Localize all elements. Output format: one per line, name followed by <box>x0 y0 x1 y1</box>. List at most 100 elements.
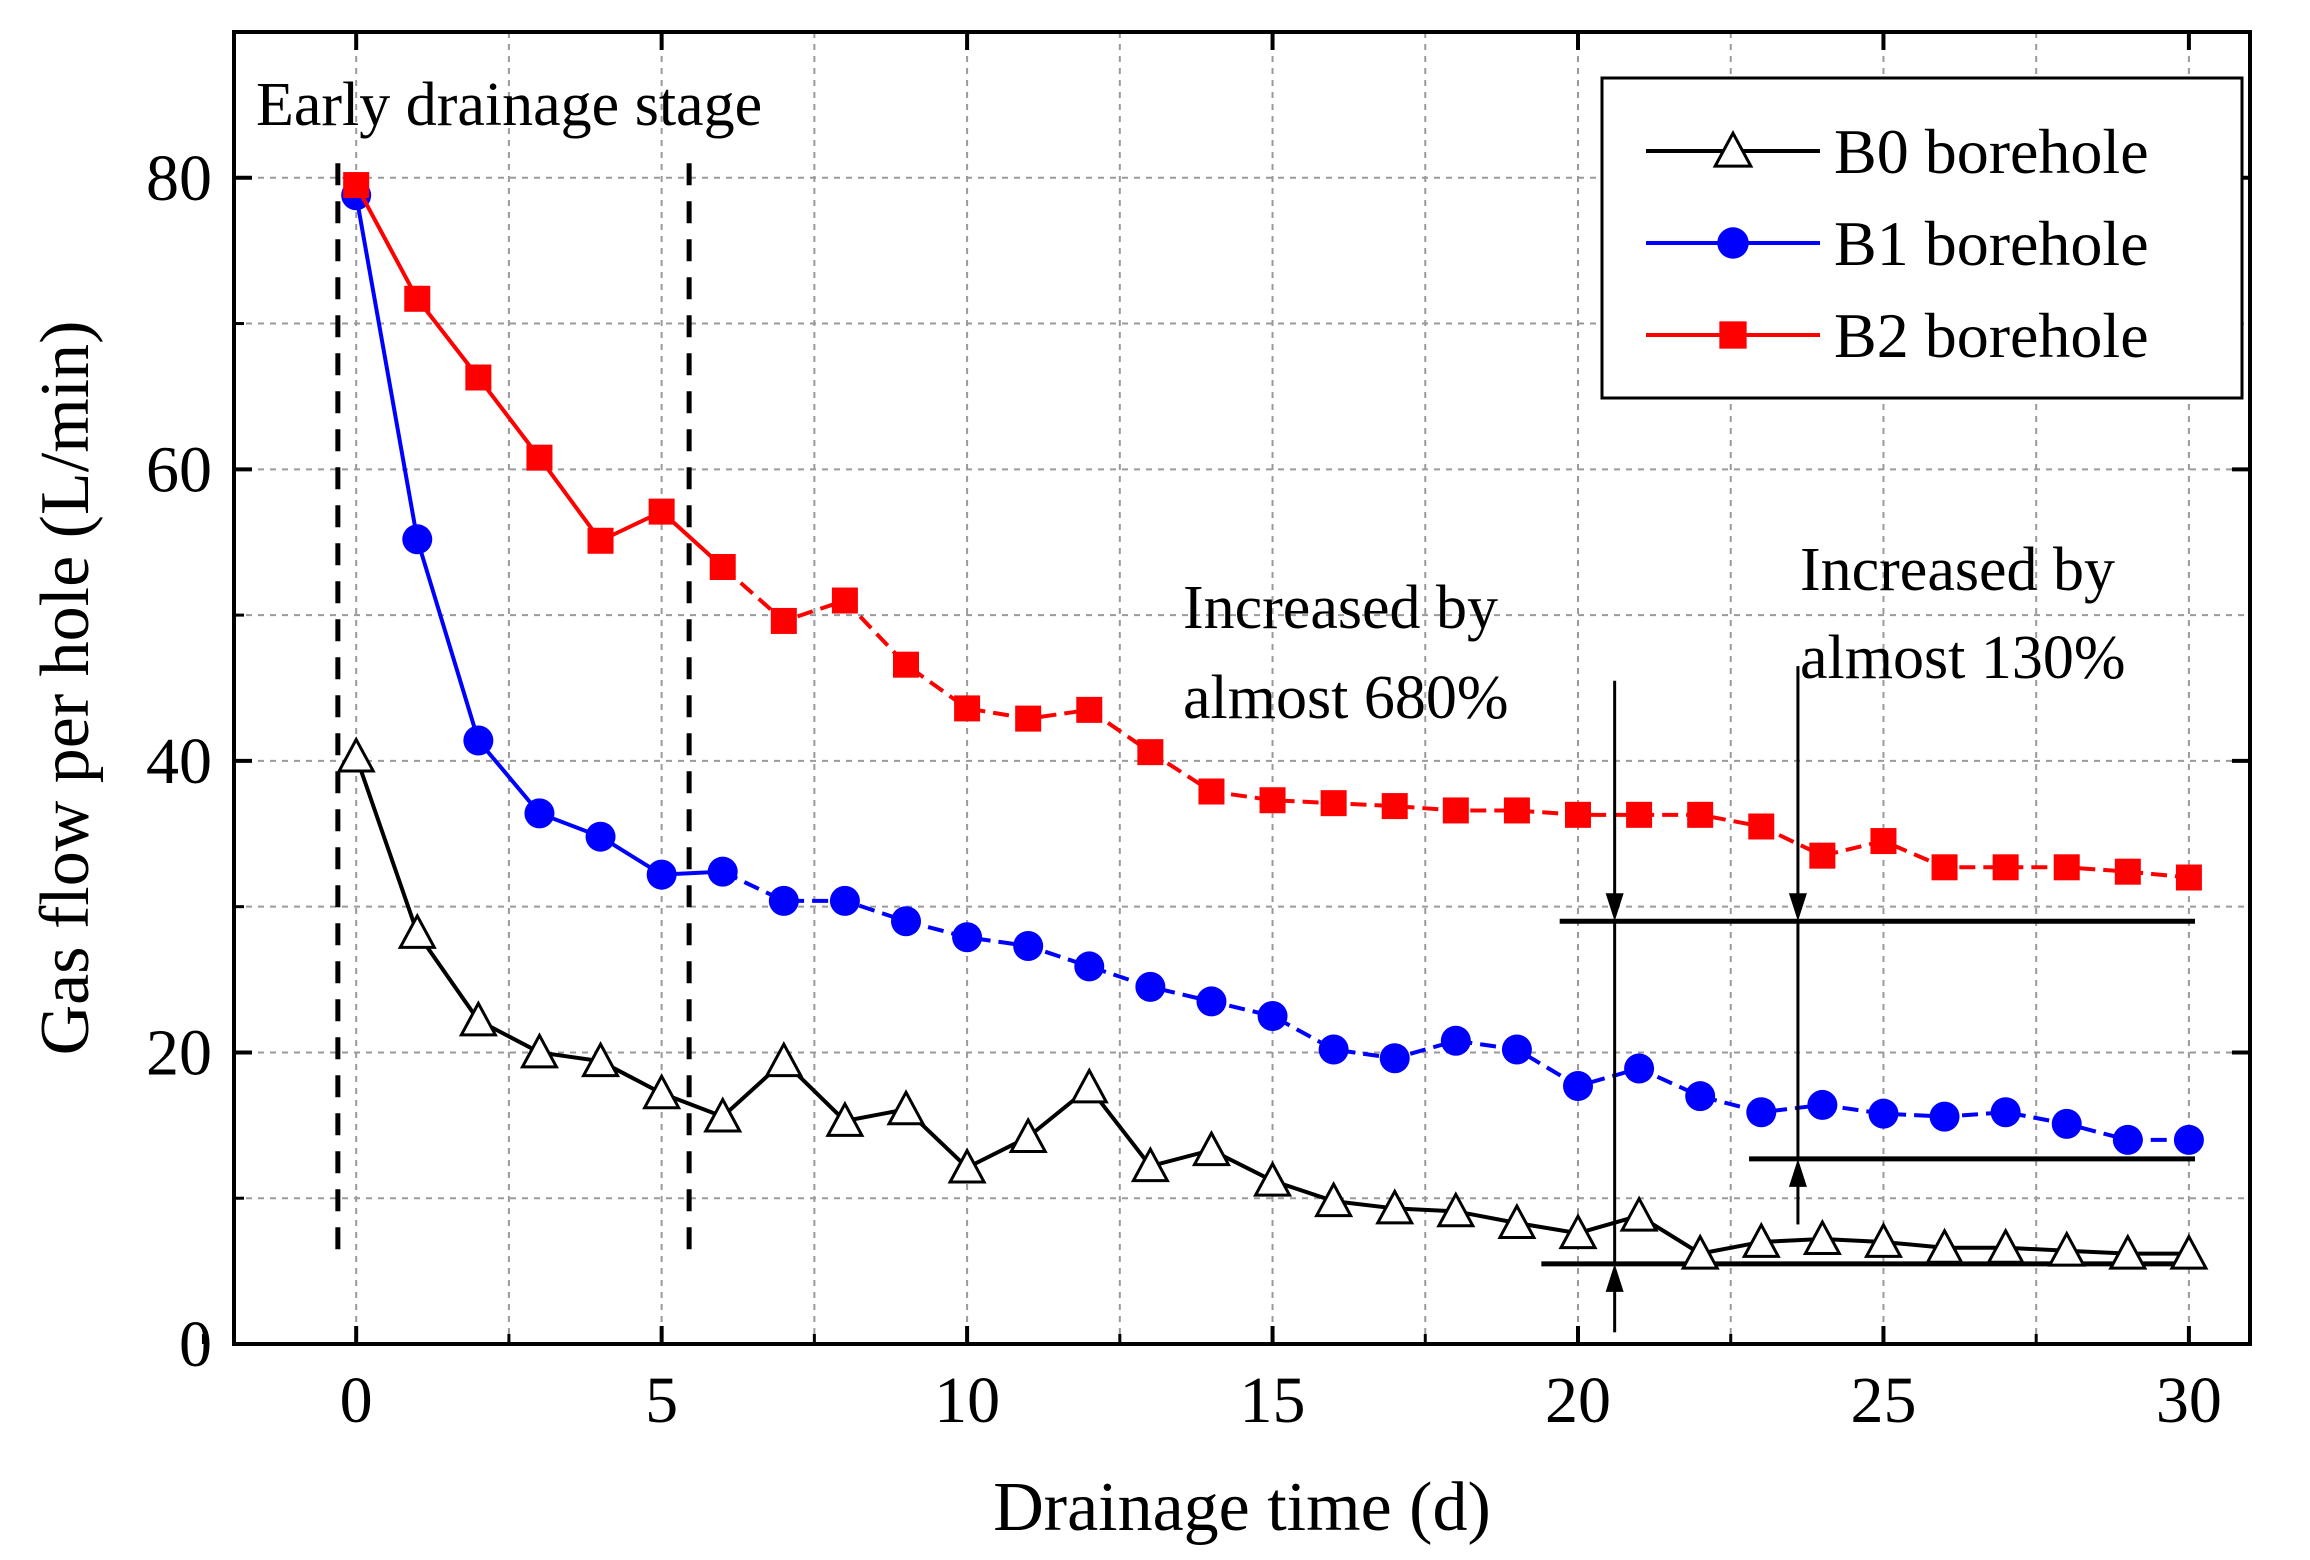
data-point <box>1076 696 1103 723</box>
axis-ticks: 0 5 10 15 20 25 30 0 20 40 60 80 <box>146 30 2250 1437</box>
x-tick-label: 5 <box>645 1364 678 1437</box>
data-point <box>404 285 431 312</box>
data-point <box>1135 971 1166 1002</box>
data-point <box>1719 321 1747 349</box>
data-point <box>1130 1145 1170 1183</box>
series-1 <box>341 180 2204 1155</box>
arrow-130-down-head <box>1788 893 1807 922</box>
data-point <box>1015 705 1042 732</box>
data-point <box>2051 1108 2082 1139</box>
data-point <box>1809 842 1836 869</box>
y-tick-label: 20 <box>146 1016 212 1089</box>
data-point <box>397 912 437 949</box>
data-point <box>1624 1053 1655 1084</box>
series-2 <box>343 172 2202 891</box>
data-point <box>1863 1221 1903 1258</box>
data-point <box>2112 1124 2143 1155</box>
data-point <box>1687 801 1714 828</box>
data-point <box>463 725 494 756</box>
data-point <box>581 1041 621 1078</box>
data-point <box>1381 793 1408 820</box>
data-point <box>526 444 553 471</box>
data-point <box>2108 1233 2148 1270</box>
data-point <box>519 1032 559 1069</box>
data-point <box>1990 1097 2021 1128</box>
data-point <box>1802 1218 1842 1255</box>
data-point <box>1565 801 1591 828</box>
arrow-680-up-head <box>1605 1263 1624 1292</box>
arrow-130-up-head <box>1788 1158 1807 1187</box>
reference-lines <box>1541 918 2196 1267</box>
data-point <box>1497 1202 1537 1239</box>
legend-box <box>1600 76 2244 400</box>
data-point <box>1008 1116 1048 1153</box>
data-point <box>1748 813 1775 840</box>
data-point <box>2175 864 2202 891</box>
data-point <box>1137 739 1164 766</box>
data-point <box>1680 1233 1720 1270</box>
data-point <box>1868 1098 1899 1129</box>
y-tick-label: 40 <box>146 725 212 798</box>
series-0 <box>336 736 2209 1270</box>
data-point <box>646 859 677 890</box>
data-point <box>1807 1089 1838 1120</box>
data-point <box>1558 1213 1598 1250</box>
x-axis-title: Drainage time (d) <box>993 1469 1491 1546</box>
legend: B0 borehole B1 borehole B2 borehole <box>1600 76 2244 400</box>
data-point <box>1503 797 1530 824</box>
data-point <box>1685 1081 1716 1112</box>
data-point <box>831 587 858 614</box>
annotation-680-line1: Increased by <box>1183 574 1498 642</box>
data-point <box>585 821 616 852</box>
data-point <box>1501 1034 1532 1065</box>
data-point <box>1074 951 1105 982</box>
y-axis-title: Gas flow per hole (L/min) <box>27 321 104 1056</box>
y-tick-label: 60 <box>146 433 212 506</box>
data-point <box>458 1000 498 1037</box>
data-point <box>1986 1227 2026 1264</box>
data-point <box>336 736 376 773</box>
data-point <box>893 651 919 678</box>
legend-item-2: B2 borehole <box>1646 300 2149 371</box>
data-point <box>707 856 738 887</box>
data-point <box>465 364 492 391</box>
data-point <box>1931 854 1958 881</box>
annotation-arrows <box>1605 666 1807 1333</box>
data-point <box>1013 931 1044 962</box>
x-tick-label: 10 <box>934 1364 1000 1437</box>
x-tick-label: 30 <box>2156 1364 2222 1437</box>
data-point <box>954 695 981 722</box>
data-point <box>1626 801 1653 828</box>
data-point <box>1563 1070 1593 1101</box>
data-point <box>891 906 921 937</box>
data-point <box>825 1100 865 1137</box>
legend-label: B1 borehole <box>1834 208 2149 279</box>
data-point <box>768 885 799 916</box>
data-point <box>770 607 797 634</box>
data-point <box>1320 790 1347 817</box>
data-point <box>1198 778 1225 805</box>
data-point <box>1257 1001 1288 1031</box>
early-stage-markers <box>335 163 692 1257</box>
data-point <box>2047 1230 2087 1267</box>
data-point <box>1442 797 1469 824</box>
annotation-680-line2: almost 680% <box>1183 664 1508 732</box>
data-point <box>886 1089 926 1126</box>
data-point <box>709 554 736 581</box>
data-point <box>1712 129 1754 168</box>
data-point <box>1259 787 1286 814</box>
x-tick-label: 25 <box>1850 1364 1916 1437</box>
data-point <box>2173 1124 2204 1155</box>
data-point <box>703 1096 743 1133</box>
y-tick-label: 0 <box>179 1308 212 1381</box>
data-point <box>1746 1097 1777 1128</box>
data-point <box>1925 1227 1965 1264</box>
arrow-680-down-head <box>1605 893 1624 922</box>
data-point <box>648 498 675 525</box>
data-point <box>587 527 614 554</box>
x-tick-label: 20 <box>1545 1364 1611 1437</box>
data-point <box>1314 1180 1354 1218</box>
data-point <box>2114 858 2141 885</box>
y-tick-label: 80 <box>146 142 212 215</box>
